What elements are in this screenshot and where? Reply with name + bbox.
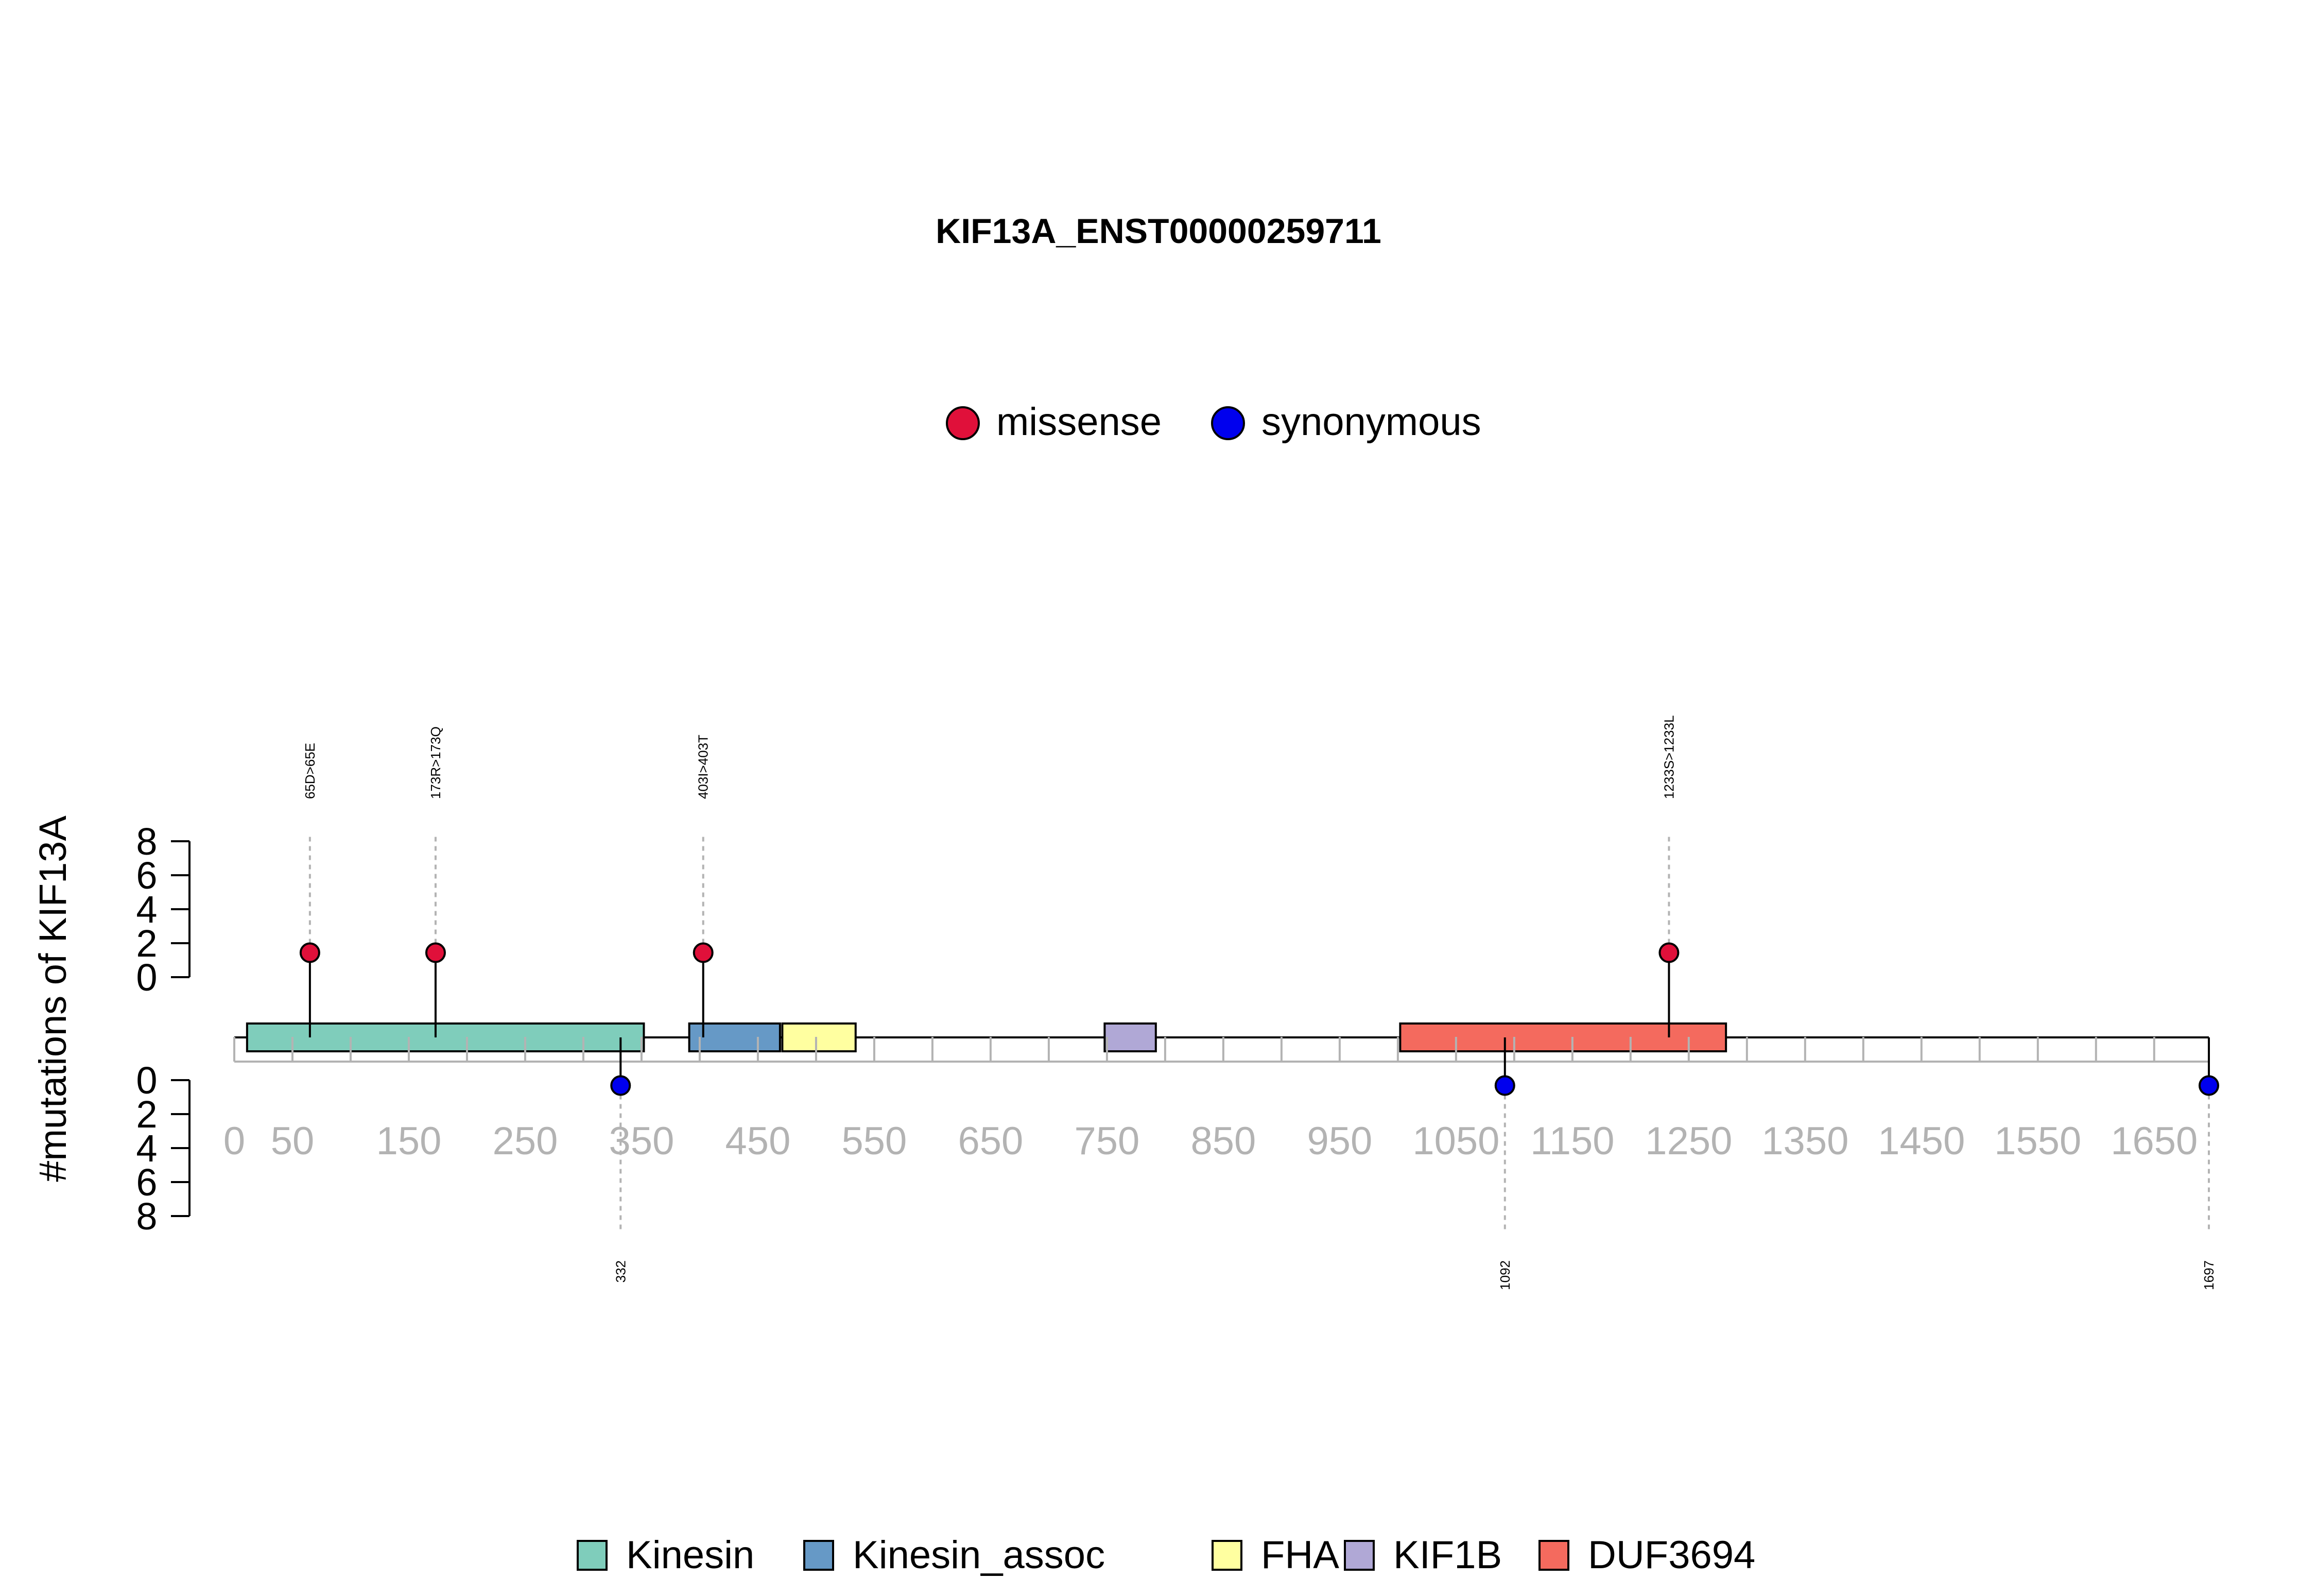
lollipop-head-synonymous <box>2199 1075 2219 1096</box>
x-tick-label: 250 <box>493 1119 558 1163</box>
mutation-label: 403I>403T <box>696 735 711 799</box>
legend-swatch-kif1b <box>1344 1540 1375 1571</box>
legend-swatch-duf3694 <box>1538 1540 1569 1571</box>
legend-label-fha: FHA <box>1261 1533 1339 1577</box>
mutation-label: 332 <box>613 1260 628 1282</box>
domain-legend: Kinesin Kinesin_assoc FHA KIF1B DUF3694 <box>577 1533 1755 1577</box>
x-tick-label: 950 <box>1307 1119 1372 1163</box>
y-axis-label: #mutations of KIF13A <box>31 816 74 1182</box>
lollipop-head-synonymous <box>610 1075 631 1096</box>
y-tick-label-top: 8 <box>136 820 157 863</box>
legend-label-kinesin: Kinesin <box>626 1533 754 1577</box>
domain-fha <box>781 1022 857 1052</box>
y-tick-label-top: 6 <box>136 854 157 897</box>
y-tick-label-bottom: 4 <box>136 1127 157 1170</box>
legend-swatch-kinesin <box>577 1540 608 1571</box>
domain-kinesin-assoc <box>688 1022 781 1052</box>
chart-title: KIF13A_ENST00000259711 <box>936 212 1381 251</box>
mutation-label: 1697 <box>2201 1260 2217 1290</box>
x-axis: 0 50 150 250 350 450 550 650 750 850 950 1050 1150 12… <box>223 1037 2209 1163</box>
mutation-label: 173R>173Q <box>428 726 443 799</box>
lollipop-head-missense <box>1658 942 1680 963</box>
domain-duf3694 <box>1399 1022 1727 1052</box>
mutation-label: 65D>65E <box>302 743 318 799</box>
x-tick-label: 1150 <box>1530 1119 1614 1163</box>
legend-label-missense: missense <box>996 400 1162 444</box>
x-tick-label: 1650 <box>2111 1119 2198 1163</box>
mutation-label: 1233S>1233L <box>1661 715 1676 799</box>
x-tick-label: 50 <box>271 1119 315 1163</box>
y-tick-label-bottom: 0 <box>136 1059 157 1102</box>
lollipop-head-synonymous <box>1494 1075 1515 1096</box>
protein-backbone <box>234 1022 2209 1052</box>
x-tick-label: 850 <box>1190 1119 1256 1163</box>
legend-label-synonymous: synonymous <box>1261 400 1481 444</box>
legend-marker-synonymous <box>1211 406 1245 440</box>
y-tick-label-top: 0 <box>136 956 157 999</box>
legend-label-kif1b: KIF1B <box>1393 1533 1502 1577</box>
x-tick-label: 650 <box>958 1119 1024 1163</box>
x-tick-label: 1350 <box>1761 1119 1848 1163</box>
x-tick-label: 150 <box>376 1119 442 1163</box>
y-tick-label-top: 2 <box>136 922 157 965</box>
x-tick-label: 0 <box>223 1119 245 1163</box>
y-tick-label-bottom: 2 <box>136 1093 157 1136</box>
x-tick-label: 1550 <box>1994 1119 2081 1163</box>
x-tick-label: 1450 <box>1878 1119 1965 1163</box>
x-tick-label: 450 <box>725 1119 791 1163</box>
lollipop-head-missense <box>425 942 446 963</box>
lollipop-head-missense <box>693 942 714 963</box>
legend-marker-missense <box>946 406 980 440</box>
y-tick-label-bottom: 8 <box>136 1195 157 1238</box>
mutation-type-legend: missense synonymous <box>946 400 1481 444</box>
domain-kinesin <box>246 1022 645 1052</box>
x-tick-label: 550 <box>842 1119 907 1163</box>
y-tick-label-top: 4 <box>136 888 157 931</box>
x-tick-label: 750 <box>1074 1119 1139 1163</box>
domain-kif1b <box>1103 1022 1157 1052</box>
y-tick-label-bottom: 6 <box>136 1161 157 1204</box>
lollipop-head-missense <box>299 942 320 963</box>
x-tick-label: 1250 <box>1645 1119 1732 1163</box>
x-tick-label: 1050 <box>1412 1119 1499 1163</box>
legend-label-duf3694: DUF3694 <box>1588 1533 1755 1577</box>
mutation-label: 1092 <box>1497 1260 1513 1290</box>
legend-swatch-kinesin-assoc <box>803 1540 834 1571</box>
x-tick-label: 350 <box>609 1119 675 1163</box>
legend-label-kinesin-assoc: Kinesin_assoc <box>853 1533 1105 1577</box>
legend-swatch-fha <box>1212 1540 1242 1571</box>
mutation-lollipops: 65D>65E 173R>173Q 403I>403T 1233S>1233L 332 1… <box>299 715 2219 1290</box>
